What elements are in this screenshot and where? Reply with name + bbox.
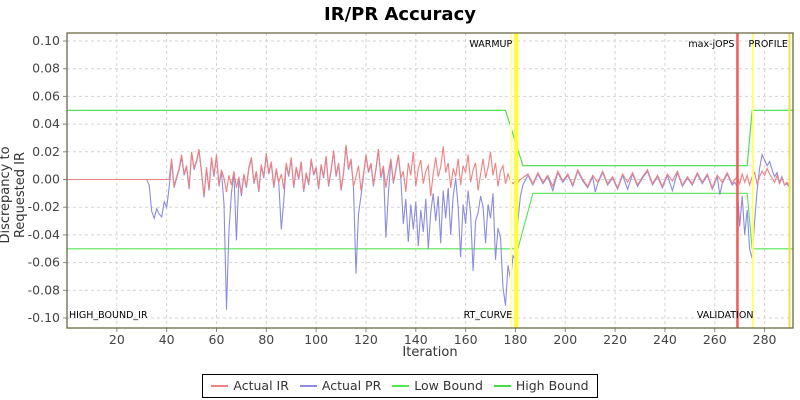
- legend-item-actual-pr: Actual PR: [299, 377, 382, 393]
- y-tick-label: 0.04: [32, 116, 60, 131]
- x-tick-label: 120: [354, 332, 378, 347]
- series-actual-ir: [67, 144, 790, 197]
- x-tick-label: 140: [404, 332, 428, 347]
- annotation-high_bound_ir: HIGH_BOUND_IR: [69, 310, 148, 321]
- x-tick-label: 280: [753, 332, 777, 347]
- x-tick-label: 100: [304, 332, 328, 347]
- legend-item-low-bound: Low Bound: [392, 377, 483, 393]
- legend-label: Actual IR: [233, 377, 289, 393]
- y-tick-label: 0.00: [32, 172, 60, 187]
- profile-line-top-label: PROFILE: [749, 39, 788, 50]
- series-low-bound: [67, 192, 793, 250]
- x-tick-label: 160: [454, 332, 478, 347]
- plot-area: 0.10 0.08 0.06 0.04 0.02 0.00 -0.02 -0.04 -0.06 -…: [28, 32, 794, 347]
- legend-swatch: [211, 385, 229, 387]
- legend-label: Low Bound: [414, 377, 483, 393]
- plot-border: [66, 32, 794, 329]
- legend-box: Actual IR Actual PR Low Bound High Bound: [202, 374, 598, 398]
- y-tick-label: 0.08: [32, 61, 60, 76]
- legend-label: High Bound: [515, 377, 589, 393]
- x-tick-label: 80: [258, 332, 274, 347]
- x-tick-label: 180: [504, 332, 528, 347]
- y-tick-label: -0.02: [28, 199, 60, 214]
- legend: Actual IR Actual PR Low Bound High Bound: [0, 374, 800, 398]
- x-tick-label: 60: [209, 332, 225, 347]
- y-tick-label: -0.06: [28, 255, 60, 270]
- legend-item-actual-ir: Actual IR: [211, 377, 289, 393]
- warmup-line-top-label: WARMUP: [469, 39, 512, 50]
- max-jops-line-bottom-label: VALIDATION: [697, 310, 754, 321]
- y-tick-label: -0.08: [28, 282, 60, 297]
- x-tick-label: 200: [553, 332, 577, 347]
- y-tick-label: 0.06: [32, 88, 60, 103]
- series-actual-pr: [67, 146, 790, 310]
- legend-swatch: [493, 385, 511, 387]
- legend-swatch: [392, 385, 410, 387]
- x-tick-label: 40: [159, 332, 175, 347]
- x-tick-label: 260: [703, 332, 727, 347]
- x-tick-label: 20: [109, 332, 125, 347]
- x-tick-label: 220: [603, 332, 627, 347]
- legend-item-high-bound: High Bound: [493, 377, 589, 393]
- y-tick-label: -0.04: [28, 227, 60, 242]
- y-tick-label: 0.10: [32, 33, 60, 48]
- x-axis-label: Iteration: [402, 345, 458, 360]
- warmup-line-bottom-label: RT_CURVE: [464, 310, 513, 321]
- max-jops-line-top-label: max-jOPS: [688, 39, 734, 50]
- y-tick-label: 0.02: [32, 144, 60, 159]
- y-tick-label: -0.10: [28, 310, 60, 325]
- series-high-bound: [67, 109, 793, 167]
- chart-title: IR/PR Accuracy: [324, 4, 476, 25]
- legend-swatch: [299, 385, 317, 387]
- y-axis-label: Discrepancy to Requested IR: [0, 146, 28, 244]
- legend-label: Actual PR: [321, 377, 382, 393]
- x-tick-label: 240: [653, 332, 677, 347]
